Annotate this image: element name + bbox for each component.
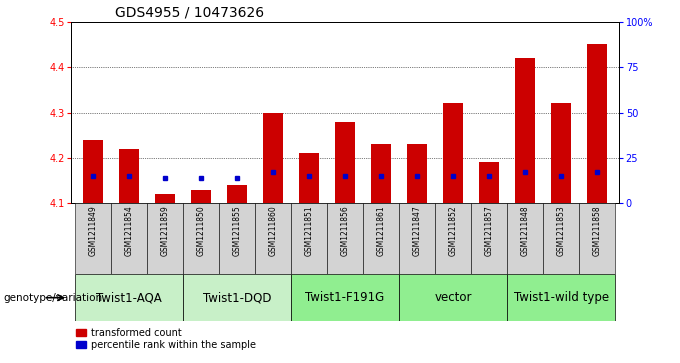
Bar: [507, 203, 543, 274]
Bar: [399, 274, 507, 321]
Text: GSM1211854: GSM1211854: [124, 205, 133, 256]
Bar: [443, 103, 463, 203]
Text: GSM1211853: GSM1211853: [557, 205, 566, 256]
Text: GSM1211849: GSM1211849: [88, 205, 97, 256]
Bar: [183, 274, 291, 321]
Text: GSM1211855: GSM1211855: [233, 205, 241, 256]
Bar: [255, 203, 291, 274]
Bar: [471, 203, 507, 274]
Text: GSM1211858: GSM1211858: [593, 205, 602, 256]
Bar: [75, 274, 183, 321]
Legend: transformed count, percentile rank within the sample: transformed count, percentile rank withi…: [76, 328, 256, 350]
Text: GSM1211852: GSM1211852: [449, 205, 458, 256]
Text: GSM1211859: GSM1211859: [160, 205, 169, 256]
Bar: [191, 189, 211, 203]
Bar: [183, 203, 219, 274]
Bar: [479, 162, 499, 203]
Text: genotype/variation: genotype/variation: [3, 293, 103, 303]
Bar: [327, 203, 363, 274]
Bar: [291, 274, 399, 321]
Text: Twist1-AQA: Twist1-AQA: [96, 291, 162, 304]
Bar: [219, 203, 255, 274]
Text: GSM1211860: GSM1211860: [269, 205, 277, 256]
Text: vector: vector: [435, 291, 472, 304]
Text: GSM1211850: GSM1211850: [197, 205, 205, 256]
Bar: [75, 203, 111, 274]
Text: GSM1211861: GSM1211861: [377, 205, 386, 256]
Bar: [551, 103, 571, 203]
Text: GSM1211856: GSM1211856: [341, 205, 350, 256]
Bar: [507, 274, 615, 321]
Bar: [543, 203, 579, 274]
Text: Twist1-F191G: Twist1-F191G: [305, 291, 385, 304]
Text: GSM1211848: GSM1211848: [521, 205, 530, 256]
Bar: [435, 203, 471, 274]
Text: GSM1211857: GSM1211857: [485, 205, 494, 256]
Text: GDS4955 / 10473626: GDS4955 / 10473626: [115, 5, 265, 19]
Bar: [335, 122, 355, 203]
Bar: [407, 144, 427, 203]
Bar: [147, 203, 183, 274]
Text: Twist1-wild type: Twist1-wild type: [513, 291, 609, 304]
Bar: [119, 149, 139, 203]
Bar: [299, 153, 319, 203]
Bar: [227, 185, 247, 203]
Text: Twist1-DQD: Twist1-DQD: [203, 291, 271, 304]
Bar: [363, 203, 399, 274]
Text: GSM1211851: GSM1211851: [305, 205, 313, 256]
Bar: [588, 44, 607, 203]
Bar: [263, 113, 283, 203]
Bar: [515, 58, 535, 203]
Text: GSM1211847: GSM1211847: [413, 205, 422, 256]
Bar: [155, 194, 175, 203]
Bar: [83, 140, 103, 203]
Bar: [371, 144, 391, 203]
Bar: [111, 203, 147, 274]
Bar: [579, 203, 615, 274]
Bar: [399, 203, 435, 274]
Bar: [291, 203, 327, 274]
